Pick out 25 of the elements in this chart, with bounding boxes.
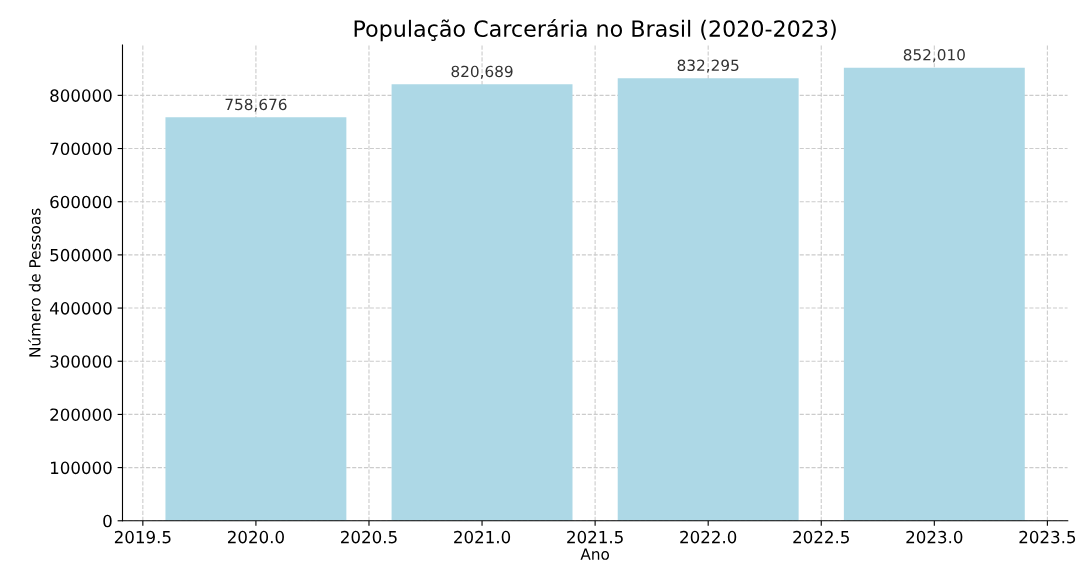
x-tick-label: 2021.5 bbox=[567, 530, 623, 544]
x-tick-label: 2019.5 bbox=[114, 530, 171, 544]
y-tick-label: 400000 bbox=[49, 302, 112, 315]
x-tick-label: 2020.0 bbox=[227, 530, 284, 544]
y-tick-label: 500000 bbox=[50, 248, 112, 262]
y-tick-label: 0 bbox=[103, 514, 112, 528]
chart-title: População Carcerária no Brasil (2020-2023) bbox=[354, 18, 836, 42]
y-tick-label: 600000 bbox=[50, 195, 112, 209]
data-label: 852,010 bbox=[903, 49, 965, 63]
x-tick-label: 2021.0 bbox=[454, 530, 511, 544]
y-axis-title: Número de Pessoas bbox=[28, 208, 41, 357]
x-tick-label: 2023.0 bbox=[906, 530, 963, 544]
y-tick-label: 200000 bbox=[50, 408, 112, 421]
y-tick-label: 300000 bbox=[50, 355, 112, 368]
data-label: 832,295 bbox=[677, 59, 739, 73]
y-tick-label: 700000 bbox=[50, 142, 112, 156]
x-axis-title: Ano bbox=[580, 548, 610, 560]
x-tick-label: 2022.5 bbox=[793, 530, 849, 544]
y-tick-label: 100000 bbox=[50, 461, 112, 475]
y-tick-label: 800000 bbox=[50, 89, 112, 102]
data-label: 820,689 bbox=[451, 65, 513, 79]
x-tick-label: 2022.0 bbox=[680, 530, 737, 544]
x-tick-label: 2023.5 bbox=[1019, 530, 1076, 544]
x-tick-label: 2020.5 bbox=[341, 530, 397, 544]
data-label: 758,676 bbox=[225, 98, 287, 112]
